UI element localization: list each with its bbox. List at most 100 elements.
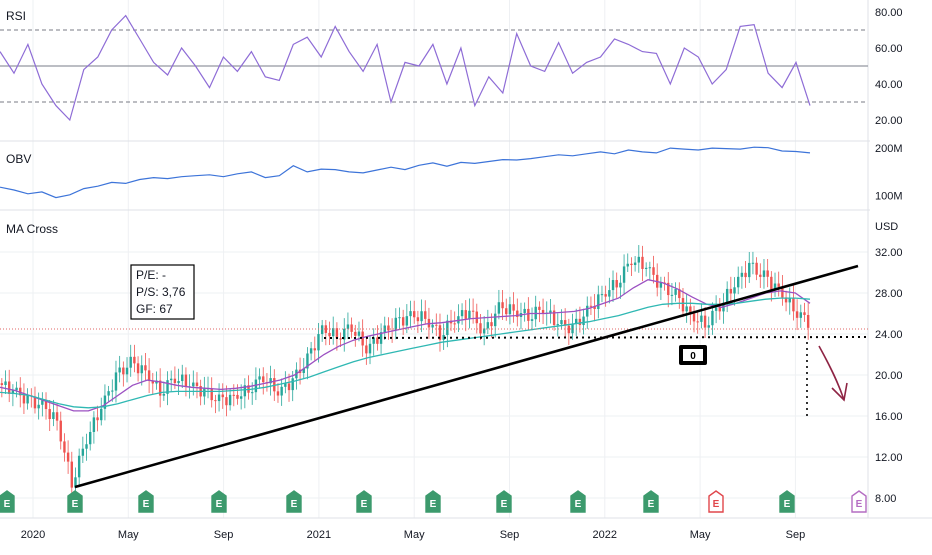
time-axis: 2020 May Sep 2021 May Sep 2022 May Sep [21,529,805,541]
candle-body [729,288,733,294]
earnings-marker: E [570,490,586,513]
candle-body [744,272,747,278]
candle-body [236,394,239,399]
candle-body [328,332,331,337]
candle-body [549,310,552,313]
candle-body [19,387,22,396]
candle-body [582,316,585,326]
candle-body [96,417,99,421]
candle-body [508,304,512,315]
candle-body [251,392,254,394]
candle-body [593,306,596,310]
candle-body [784,297,788,303]
candle-body [560,320,563,325]
trendline[interactable] [74,264,859,489]
candle-body [641,256,644,269]
price-tick-label: 12.00 [875,452,903,464]
rsi-reference-levels [0,29,868,103]
down-arrow-icon[interactable] [818,345,848,402]
candle-body [147,370,151,381]
candle-body [118,367,121,373]
candle-body [516,310,519,317]
obv-pane-label: OBV [6,152,31,166]
candle-body [420,311,423,322]
time-tick-label: 2020 [21,529,45,541]
candle-body [136,363,140,374]
candle-body [637,256,640,263]
candle-body [689,306,692,314]
candle-body [604,294,607,297]
candle-body [302,368,305,374]
candle-body [652,267,655,275]
candle-body [707,325,710,328]
support-line[interactable] [323,336,867,339]
candle-body [243,385,247,397]
earnings-label: E [430,499,437,510]
rsi-tick-label: 40.00 [875,79,903,91]
candle-body [66,452,70,462]
earnings-label: E [784,499,791,510]
dividend-label: 0 [690,351,696,362]
candle-body [232,394,235,396]
candle-body [460,310,464,317]
candle-body [611,280,615,291]
candle-body [523,308,526,314]
candle-body [788,297,791,303]
candle-body [714,307,718,311]
candle-body [578,318,582,326]
candle-body [133,356,136,364]
candle-body [755,262,758,275]
earnings-badge [643,490,659,513]
candle-body [210,388,213,401]
price-unit-label: USD [875,221,898,233]
candle-body [806,314,810,328]
candle-body [15,387,18,391]
candle-body [479,323,482,334]
candle-body [674,289,677,295]
earnings-label: E [216,499,223,510]
candle-body [571,323,574,334]
candle-body [173,378,177,384]
earnings-label: E [72,499,79,510]
candle-body [332,328,335,337]
candle-body [107,391,110,396]
candle-body [44,400,48,410]
ps-ratio: P/S: 3,76 [136,285,186,299]
candle-body [552,310,556,326]
candle-body [770,276,773,290]
candle-body [619,282,622,288]
candle-body [711,310,714,326]
candle-body [221,394,224,398]
candle-body [748,262,751,278]
candle-body [700,315,703,322]
earnings-label: E [575,499,582,510]
candle-body [777,283,780,287]
candle-body [490,322,493,327]
candle-body [85,444,88,449]
candle-body [129,356,132,368]
candle-body [170,378,173,381]
candle-body [4,381,7,385]
candle-body [703,315,707,328]
candle-body [692,313,696,322]
candle-body [530,319,534,321]
dividend-icon[interactable]: 0 [679,345,707,365]
candle-body [792,297,795,312]
candle-body [92,417,96,432]
price-tick-label: 28.00 [875,288,903,300]
candle-body [762,270,766,277]
grid [0,0,868,518]
candle-body [11,390,15,394]
obv-line [0,146,811,199]
candle-body [177,381,180,384]
price-tick-label: 24.00 [875,329,903,341]
candle-body [151,380,154,384]
candle-body [435,324,438,326]
candle-body [339,338,342,340]
candle-body [733,287,736,294]
earnings-marker: E [496,490,512,513]
rsi-tick-label: 20.00 [875,115,903,127]
candle-body [48,409,51,420]
candle-body [431,324,434,328]
